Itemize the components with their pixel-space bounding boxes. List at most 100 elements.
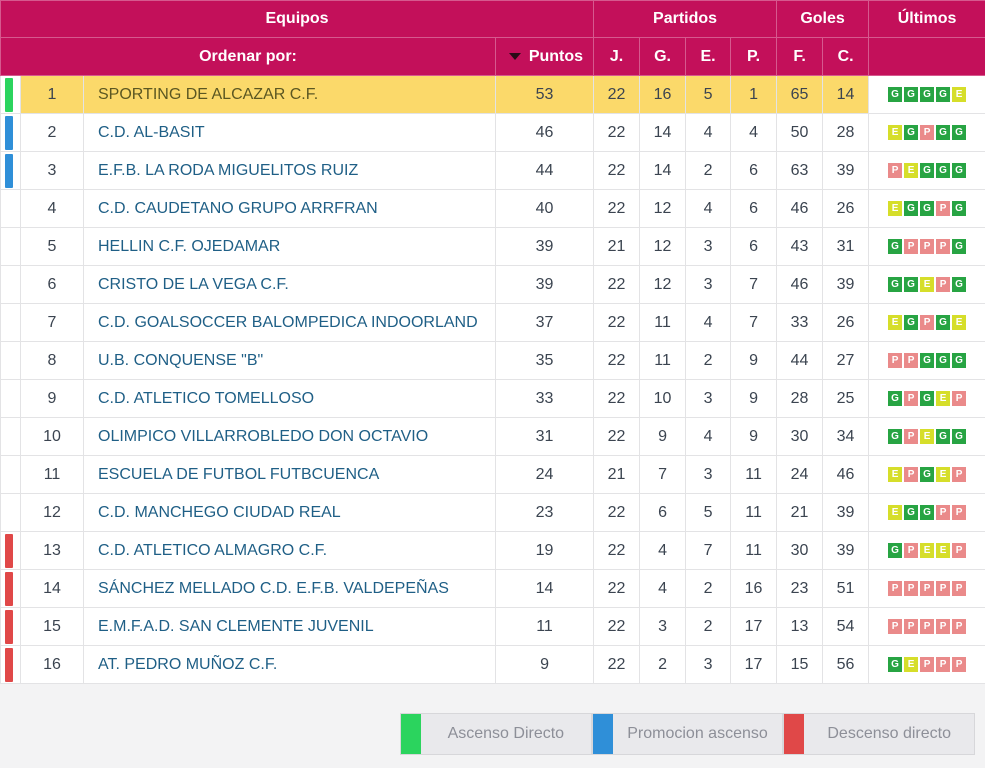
drawn-cell: 5 [685,75,732,114]
result-badge: G [920,86,935,102]
sort-f-button[interactable]: F. [776,37,824,76]
team-name-link[interactable]: C.D. AL-BASIT [83,113,496,152]
drawn-cell: 4 [685,113,732,152]
played-cell: 22 [593,417,641,456]
table-row: 7 C.D. GOALSOCCER BALOMPEDICA INDOORLAND 3… [0,303,985,342]
played-cell: 22 [593,265,641,304]
played-cell: 22 [593,151,641,190]
result-badge: E [888,200,903,216]
result-badge: P [904,390,919,406]
result-badge: E [920,542,935,558]
zone-marker [0,151,21,190]
won-cell: 2 [639,645,687,684]
result-badge: P [904,466,919,482]
team-name-link[interactable]: HELLIN C.F. OJEDAMAR [83,227,496,266]
team-name-link[interactable]: C.D. MANCHEGO CIUDAD REAL [83,493,496,532]
team-name-link[interactable]: U.B. CONQUENSE "B" [83,341,496,380]
result-badge: P [920,238,935,254]
drawn-cell: 3 [685,265,732,304]
result-badge: G [904,314,919,330]
points-cell: 11 [494,607,595,646]
team-name-link[interactable]: C.D. ATLETICO ALMAGRO C.F. [83,531,496,570]
points-cell: 14 [494,569,595,608]
team-name-link[interactable]: C.D. ATLETICO TOMELLOSO [83,379,496,418]
result-badge: P [904,618,919,634]
zone-marker [0,113,21,152]
table-row: 13 C.D. ATLETICO ALMAGRO C.F. 19 22 4 7 11 30 39… [0,531,985,570]
won-cell: 14 [639,151,687,190]
played-cell: 22 [593,569,641,608]
team-name-link[interactable]: E.F.B. LA RODA MIGUELITOS RUIZ [83,151,496,190]
played-cell: 22 [593,379,641,418]
sort-e-button[interactable]: E. [685,37,732,76]
table-row: 10 OLIMPICO VILLARROBLEDO DON OCTAVIO 31 22… [0,417,985,456]
lost-cell: 7 [730,265,778,304]
sort-j-button[interactable]: J. [593,37,641,76]
lost-cell: 6 [730,151,778,190]
goals-for-cell: 24 [776,455,824,494]
won-cell: 11 [639,341,687,380]
result-badge: E [936,390,951,406]
played-cell: 22 [593,607,641,646]
result-badge: G [936,86,951,102]
legend-label: Promocion ascenso [627,725,768,742]
team-name-link[interactable]: C.D. GOALSOCCER BALOMPEDICA INDOORLAND [83,303,496,342]
result-badge: G [936,162,951,178]
sort-g-button[interactable]: G. [639,37,687,76]
legend-item-descenso: Descenso directo [783,713,976,755]
team-name-link[interactable]: OLIMPICO VILLARROBLEDO DON OCTAVIO [83,417,496,456]
legend: Ascenso Directo Promocion ascenso Descenso… [400,713,976,755]
result-badge: G [936,428,951,444]
result-badge: G [888,86,903,102]
points-cell: 9 [494,645,595,684]
position-cell: 16 [20,645,84,684]
lost-cell: 1 [730,75,778,114]
team-name-link[interactable]: SÁNCHEZ MELLADO C.D. E.F.B. VALDEPEÑAS [83,569,496,608]
result-badge: P [904,238,919,254]
table-row: 8 U.B. CONQUENSE "B" 35 22 11 2 9 44 27 P P G G G [0,341,985,380]
sort-puntos-button[interactable]: Puntos [494,37,595,76]
team-name-link[interactable]: SPORTING DE ALCAZAR C.F. [83,75,496,114]
position-cell: 5 [20,227,84,266]
sort-c-button[interactable]: C. [822,37,870,76]
position-cell: 9 [20,379,84,418]
team-name-link[interactable]: E.M.F.A.D. SAN CLEMENTE JUVENIL [83,607,496,646]
goals-for-cell: 30 [776,417,824,456]
result-badge: G [904,86,919,102]
result-badge: P [904,542,919,558]
team-name-link[interactable]: AT. PEDRO MUÑOZ C.F. [83,645,496,684]
result-badge: P [952,656,967,672]
zone-marker [0,265,21,304]
result-badge: E [936,466,951,482]
goals-for-cell: 28 [776,379,824,418]
result-badge: P [920,124,935,140]
result-badge: E [888,314,903,330]
header-empty [868,37,985,76]
result-badge: P [936,656,951,672]
points-cell: 40 [494,189,595,228]
team-name-link[interactable]: ESCUELA DE FUTBOL FUTBCUENCA [83,455,496,494]
position-cell: 13 [20,531,84,570]
won-cell: 12 [639,227,687,266]
position-cell: 6 [20,265,84,304]
goals-for-cell: 23 [776,569,824,608]
sort-p-button[interactable]: P. [730,37,778,76]
zone-marker [0,531,21,570]
team-name-link[interactable]: C.D. CAUDETANO GRUPO ARRFRAN [83,189,496,228]
team-name-link[interactable]: CRISTO DE LA VEGA C.F. [83,265,496,304]
goals-for-cell: 46 [776,265,824,304]
drawn-cell: 3 [685,645,732,684]
legend-item-ascenso: Ascenso Directo [400,713,592,755]
lost-cell: 6 [730,227,778,266]
drawn-cell: 4 [685,417,732,456]
position-cell: 12 [20,493,84,532]
points-cell: 53 [494,75,595,114]
result-badge: E [888,504,903,520]
result-badge: P [936,238,951,254]
